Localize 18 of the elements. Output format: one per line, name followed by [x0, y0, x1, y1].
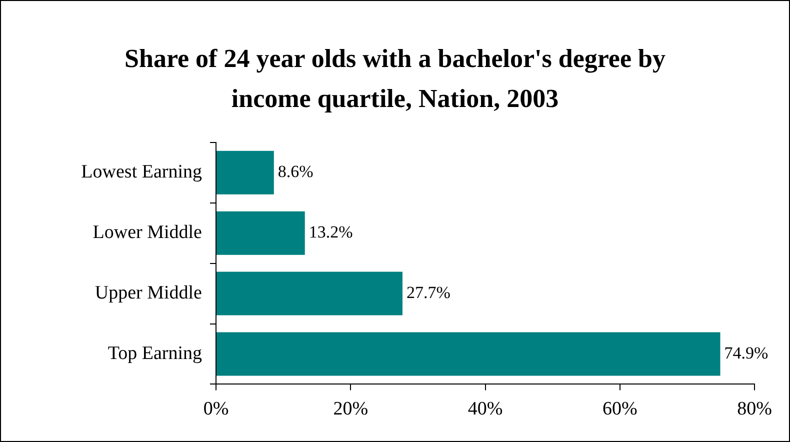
- bar: [216, 150, 274, 194]
- y-tick-label: Lower Middle: [92, 222, 202, 244]
- bar: [216, 332, 720, 376]
- y-tick-label: Top Earning: [108, 342, 202, 364]
- x-tick-label: 0%: [203, 398, 229, 420]
- data-label: 8.6%: [278, 162, 314, 182]
- x-tick-label: 80%: [737, 398, 772, 420]
- data-label: 13.2%: [308, 222, 353, 242]
- x-tick-label: 20%: [333, 398, 368, 420]
- data-label: 27.7%: [406, 282, 450, 302]
- x-tick-label: 60%: [602, 398, 638, 420]
- y-tick-label: Upper Middle: [94, 282, 202, 304]
- chart-title: Share of 24 year olds with a bachelor's degree by income quartile, Nation, 2003: [124, 43, 666, 115]
- bar: [216, 211, 305, 255]
- data-label: 74.9%: [724, 343, 768, 362]
- y-tick-label: Lowest Earning: [81, 162, 202, 183]
- bar: [216, 272, 402, 316]
- x-tick-label: 40%: [468, 398, 503, 420]
